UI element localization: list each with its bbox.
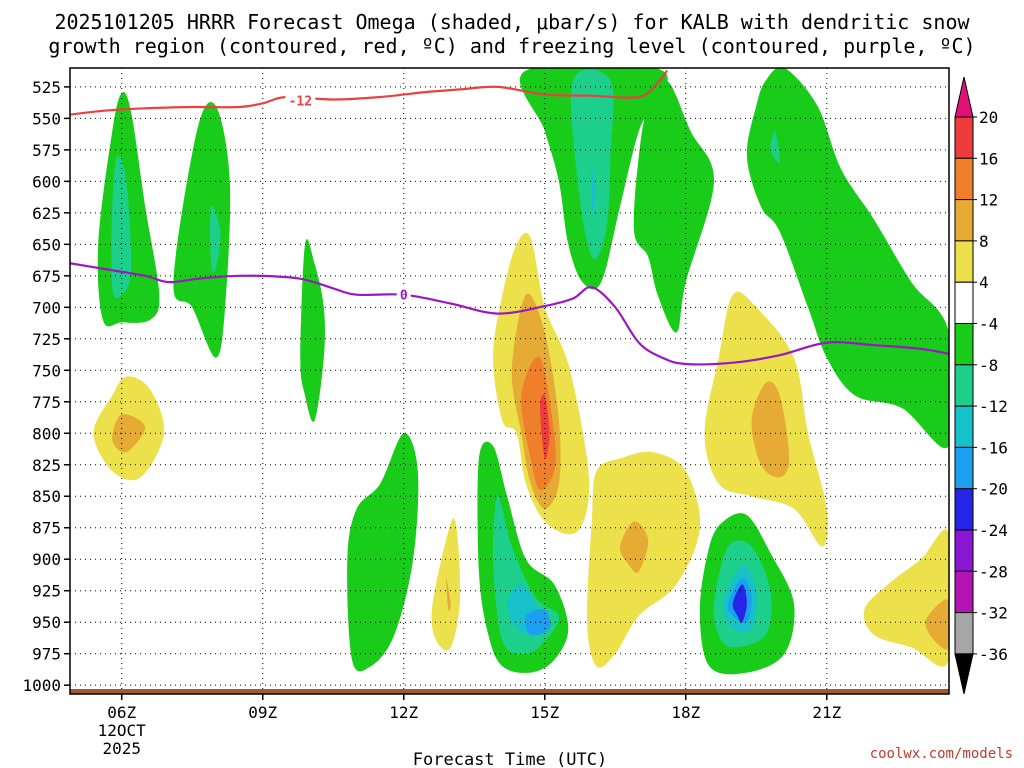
contour-label-freezing-level-0C: 0	[400, 289, 408, 304]
omega-region-22	[112, 414, 146, 453]
colorbar-label-13: -36	[979, 645, 1008, 664]
temperature-contours: -12 0	[70, 69, 949, 366]
omega-region-11	[570, 69, 614, 260]
terrain-strip-0	[70, 689, 949, 694]
terrain-strip	[70, 689, 949, 694]
omega-region-9	[525, 609, 551, 636]
omega-region-28	[540, 394, 550, 460]
contour-label-dendritic-12C: -12	[289, 95, 312, 110]
colorbar-bin-11	[954, 570, 974, 614]
y-tick-label-550: 550	[32, 109, 61, 128]
y-tick-label-575: 575	[32, 141, 61, 160]
y-tick-label-700: 700	[32, 298, 61, 317]
y-tick-label-625: 625	[32, 204, 61, 223]
y-tick-label-975: 975	[32, 645, 61, 664]
x-tick-label-21Z: 21Z	[812, 703, 841, 722]
colorbar-bin-4	[954, 281, 974, 325]
omega-region-5	[347, 433, 419, 672]
omega-region-19	[746, 68, 949, 449]
contour-label-bg-dendritic-12C	[285, 92, 316, 109]
colorbar-bin-2	[954, 199, 974, 242]
omega-region-12	[591, 168, 597, 214]
colorbar-label-6: -8	[979, 356, 998, 375]
omega-region-13	[633, 79, 715, 333]
x-year-label: 2025	[102, 739, 141, 758]
colorbar-label-12: -32	[979, 604, 1008, 623]
omega-region-4	[300, 239, 325, 422]
omega-region-23	[431, 518, 461, 651]
colorbar-label-3: 8	[979, 232, 989, 251]
colorbar-top-arrow	[954, 76, 974, 118]
x-tick-label-06Z: 06Z	[107, 703, 136, 722]
contour-label-bg-freezing-level-0C	[396, 286, 411, 303]
omega-region-18	[732, 584, 747, 623]
colorbar-bin-9	[954, 488, 974, 531]
omega-region-1	[111, 155, 132, 299]
y-tick-label-525: 525	[32, 78, 61, 97]
colorbar-bin-5	[954, 323, 974, 366]
omega-region-34	[925, 599, 949, 650]
x-tick-label-15Z: 15Z	[530, 703, 559, 722]
colorbar-label-5: -4	[979, 315, 998, 334]
omega-region-2	[173, 101, 231, 358]
omega-region-27	[521, 356, 556, 491]
colorbar-bin-8	[954, 446, 974, 490]
colorbar-bin-0	[954, 116, 974, 159]
y-tick-label-950: 950	[32, 613, 61, 632]
colorbar-label-1: 16	[979, 149, 998, 168]
y-tick-label-775: 775	[32, 393, 61, 412]
y-tick-label-600: 600	[32, 172, 61, 191]
colorbar-label-2: 12	[979, 191, 998, 210]
y-tick-label-850: 850	[32, 487, 61, 506]
y-tick-label-900: 900	[32, 550, 61, 569]
x-axis-title: Forecast Time (UTC)	[413, 750, 607, 768]
omega-region-33	[863, 529, 949, 667]
colorbar-label-9: -20	[979, 480, 1008, 499]
colorbar-bin-1	[954, 157, 974, 201]
colorbar-bin-6	[954, 364, 974, 407]
chart-title-line2: growth region (contoured, red, ºC) and f…	[48, 34, 975, 58]
colorbar-label-10: -24	[979, 521, 1008, 540]
omega-region-32	[751, 381, 790, 478]
colorbar-bin-12	[954, 612, 974, 655]
credit-text: coolwx.com/models	[870, 746, 1013, 762]
colorbar-label-11: -28	[979, 562, 1008, 581]
omega-region-3	[210, 205, 221, 273]
colorbar-label-8: -16	[979, 438, 1008, 457]
colorbar-label-0: 20	[979, 108, 998, 127]
y-tick-label-925: 925	[32, 582, 61, 601]
y-tick-label-675: 675	[32, 267, 61, 286]
omega-region-20	[770, 130, 780, 164]
y-tick-label-800: 800	[32, 424, 61, 443]
y-tick-label-825: 825	[32, 456, 61, 475]
colorbar-label-7: -12	[979, 397, 1008, 416]
y-tick-label-725: 725	[32, 330, 61, 349]
colorbar-bin-10	[954, 529, 974, 572]
omega-shaded-regions	[93, 68, 949, 675]
y-tick-label-750: 750	[32, 361, 61, 380]
colorbar: 20 16 12 8 4 -4 -8 -12 -16 -20 -24 -28 -32 -36	[954, 76, 1008, 695]
contour-dendritic-12C	[70, 69, 668, 116]
x-tick-label-09Z: 09Z	[248, 703, 277, 722]
x-date-label: 12OCT	[98, 721, 147, 740]
y-tick-label-875: 875	[32, 519, 61, 538]
contour-freezing-level-0C	[70, 262, 949, 366]
x-tick-label-12Z: 12Z	[389, 703, 418, 722]
colorbar-bottom-arrow	[954, 653, 974, 695]
pressure-axis: 525 550 575 600 625 650 675 700 725 750 775 800 825 8…	[22, 78, 70, 695]
omega-region-30	[619, 521, 649, 574]
y-tick-label-1000: 1000	[22, 676, 61, 695]
x-tick-label-18Z: 18Z	[671, 703, 700, 722]
colorbar-label-4: 4	[979, 273, 989, 292]
plot-frame	[69, 67, 950, 695]
colorbar-bin-3	[954, 240, 974, 283]
y-tick-label-650: 650	[32, 235, 61, 254]
chart-title-line1: 2025101205 HRRR Forecast Omega (shaded, …	[54, 10, 970, 34]
omega-region-24	[445, 578, 451, 612]
colorbar-bin-7	[954, 405, 974, 448]
